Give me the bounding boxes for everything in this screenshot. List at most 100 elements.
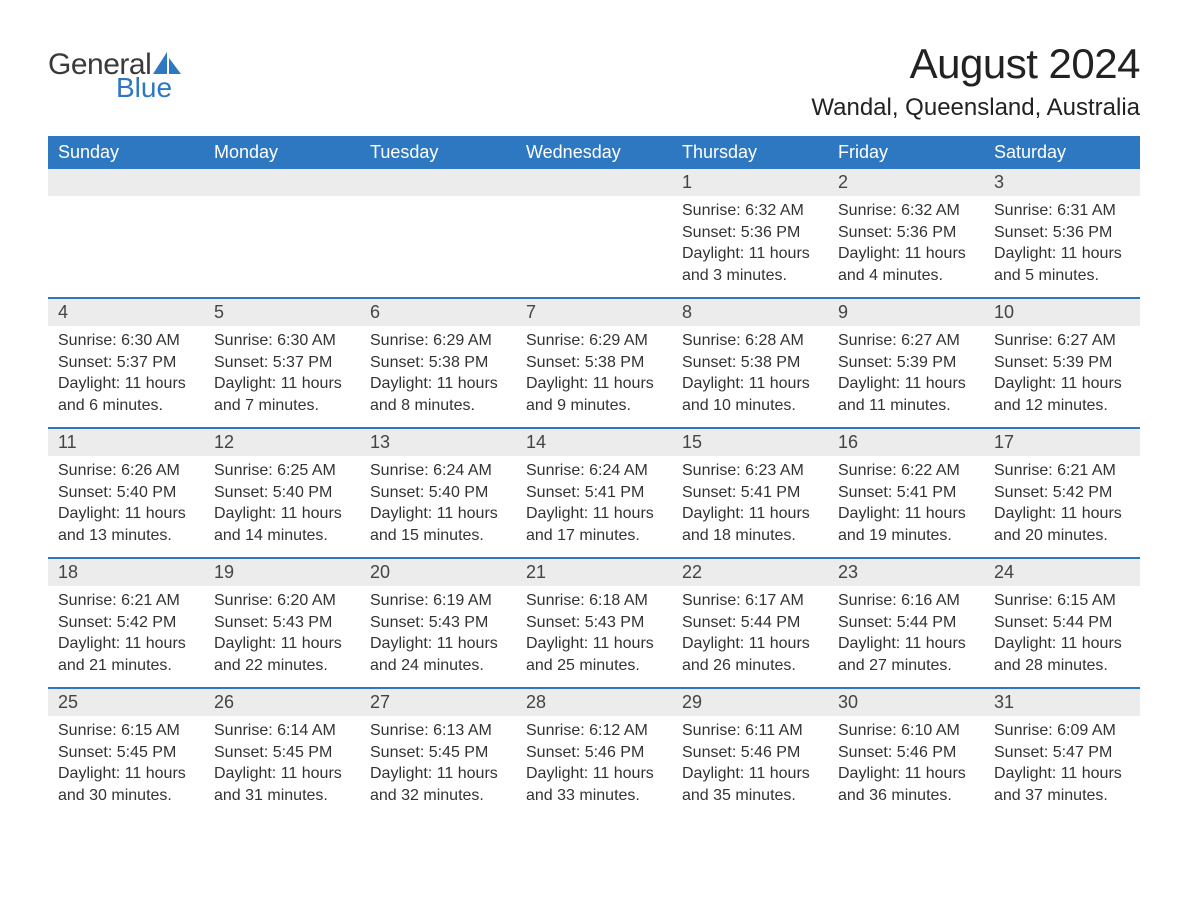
weekday-header: Wednesday [516, 136, 672, 169]
month-title: August 2024 [811, 40, 1140, 88]
day-number: 3 [984, 169, 1140, 196]
logo-word-blue: Blue [116, 72, 172, 104]
day-cell: 17Sunrise: 6:21 AMSunset: 5:42 PMDayligh… [984, 429, 1140, 557]
sunrise-line: Sunrise: 6:27 AM [838, 330, 974, 352]
daylight-line: Daylight: 11 hours and 11 minutes. [838, 373, 974, 416]
day-body: Sunrise: 6:14 AMSunset: 5:45 PMDaylight:… [204, 716, 360, 816]
sunrise-line: Sunrise: 6:29 AM [526, 330, 662, 352]
day-body: Sunrise: 6:15 AMSunset: 5:45 PMDaylight:… [48, 716, 204, 816]
sunset-line: Sunset: 5:38 PM [526, 352, 662, 374]
daylight-line: Daylight: 11 hours and 3 minutes. [682, 243, 818, 286]
sunrise-line: Sunrise: 6:24 AM [370, 460, 506, 482]
day-number: 7 [516, 299, 672, 326]
day-cell: 20Sunrise: 6:19 AMSunset: 5:43 PMDayligh… [360, 559, 516, 687]
empty-cell [204, 169, 360, 297]
sunrise-line: Sunrise: 6:11 AM [682, 720, 818, 742]
day-number: 27 [360, 689, 516, 716]
day-cell: 3Sunrise: 6:31 AMSunset: 5:36 PMDaylight… [984, 169, 1140, 297]
day-cell: 15Sunrise: 6:23 AMSunset: 5:41 PMDayligh… [672, 429, 828, 557]
sunset-line: Sunset: 5:41 PM [838, 482, 974, 504]
weekday-header: Monday [204, 136, 360, 169]
day-body: Sunrise: 6:24 AMSunset: 5:41 PMDaylight:… [516, 456, 672, 556]
day-cell: 4Sunrise: 6:30 AMSunset: 5:37 PMDaylight… [48, 299, 204, 427]
day-number: 2 [828, 169, 984, 196]
sunset-line: Sunset: 5:45 PM [58, 742, 194, 764]
day-number: 21 [516, 559, 672, 586]
weekday-header: Sunday [48, 136, 204, 169]
sunrise-line: Sunrise: 6:14 AM [214, 720, 350, 742]
daylight-line: Daylight: 11 hours and 12 minutes. [994, 373, 1130, 416]
day-body: Sunrise: 6:17 AMSunset: 5:44 PMDaylight:… [672, 586, 828, 686]
day-body: Sunrise: 6:32 AMSunset: 5:36 PMDaylight:… [672, 196, 828, 296]
sunset-line: Sunset: 5:43 PM [214, 612, 350, 634]
day-number: 23 [828, 559, 984, 586]
day-cell: 31Sunrise: 6:09 AMSunset: 5:47 PMDayligh… [984, 689, 1140, 817]
sunset-line: Sunset: 5:40 PM [214, 482, 350, 504]
day-body: Sunrise: 6:16 AMSunset: 5:44 PMDaylight:… [828, 586, 984, 686]
day-body: Sunrise: 6:18 AMSunset: 5:43 PMDaylight:… [516, 586, 672, 686]
day-cell: 2Sunrise: 6:32 AMSunset: 5:36 PMDaylight… [828, 169, 984, 297]
sunrise-line: Sunrise: 6:25 AM [214, 460, 350, 482]
sunset-line: Sunset: 5:36 PM [838, 222, 974, 244]
sunrise-line: Sunrise: 6:15 AM [994, 590, 1130, 612]
sunset-line: Sunset: 5:40 PM [58, 482, 194, 504]
daylight-line: Daylight: 11 hours and 20 minutes. [994, 503, 1130, 546]
day-body: Sunrise: 6:30 AMSunset: 5:37 PMDaylight:… [204, 326, 360, 426]
daylight-line: Daylight: 11 hours and 30 minutes. [58, 763, 194, 806]
daylight-line: Daylight: 11 hours and 26 minutes. [682, 633, 818, 676]
daylight-line: Daylight: 11 hours and 6 minutes. [58, 373, 194, 416]
weekday-header: Tuesday [360, 136, 516, 169]
day-body: Sunrise: 6:19 AMSunset: 5:43 PMDaylight:… [360, 586, 516, 686]
sunset-line: Sunset: 5:40 PM [370, 482, 506, 504]
sunset-line: Sunset: 5:45 PM [214, 742, 350, 764]
daylight-line: Daylight: 11 hours and 7 minutes. [214, 373, 350, 416]
sunset-line: Sunset: 5:43 PM [526, 612, 662, 634]
day-cell: 18Sunrise: 6:21 AMSunset: 5:42 PMDayligh… [48, 559, 204, 687]
empty-day-strip [516, 169, 672, 196]
day-body: Sunrise: 6:10 AMSunset: 5:46 PMDaylight:… [828, 716, 984, 816]
daylight-line: Daylight: 11 hours and 15 minutes. [370, 503, 506, 546]
week-row: 25Sunrise: 6:15 AMSunset: 5:45 PMDayligh… [48, 687, 1140, 817]
empty-cell [48, 169, 204, 297]
daylight-line: Daylight: 11 hours and 28 minutes. [994, 633, 1130, 676]
day-body: Sunrise: 6:30 AMSunset: 5:37 PMDaylight:… [48, 326, 204, 426]
calendar-body: 1Sunrise: 6:32 AMSunset: 5:36 PMDaylight… [48, 169, 1140, 817]
sunrise-line: Sunrise: 6:30 AM [214, 330, 350, 352]
day-cell: 24Sunrise: 6:15 AMSunset: 5:44 PMDayligh… [984, 559, 1140, 687]
day-cell: 5Sunrise: 6:30 AMSunset: 5:37 PMDaylight… [204, 299, 360, 427]
day-number: 16 [828, 429, 984, 456]
sunset-line: Sunset: 5:44 PM [838, 612, 974, 634]
title-block: August 2024 Wandal, Queensland, Australi… [811, 40, 1140, 122]
sunset-line: Sunset: 5:46 PM [838, 742, 974, 764]
day-number: 25 [48, 689, 204, 716]
day-number: 1 [672, 169, 828, 196]
day-body: Sunrise: 6:27 AMSunset: 5:39 PMDaylight:… [984, 326, 1140, 426]
daylight-line: Daylight: 11 hours and 22 minutes. [214, 633, 350, 676]
day-cell: 19Sunrise: 6:20 AMSunset: 5:43 PMDayligh… [204, 559, 360, 687]
day-number: 14 [516, 429, 672, 456]
daylight-line: Daylight: 11 hours and 5 minutes. [994, 243, 1130, 286]
day-body: Sunrise: 6:31 AMSunset: 5:36 PMDaylight:… [984, 196, 1140, 296]
day-body: Sunrise: 6:28 AMSunset: 5:38 PMDaylight:… [672, 326, 828, 426]
empty-day-strip [48, 169, 204, 196]
daylight-line: Daylight: 11 hours and 31 minutes. [214, 763, 350, 806]
day-cell: 1Sunrise: 6:32 AMSunset: 5:36 PMDaylight… [672, 169, 828, 297]
day-body: Sunrise: 6:32 AMSunset: 5:36 PMDaylight:… [828, 196, 984, 296]
day-cell: 6Sunrise: 6:29 AMSunset: 5:38 PMDaylight… [360, 299, 516, 427]
week-row: 11Sunrise: 6:26 AMSunset: 5:40 PMDayligh… [48, 427, 1140, 557]
sunrise-line: Sunrise: 6:26 AM [58, 460, 194, 482]
sunrise-line: Sunrise: 6:28 AM [682, 330, 818, 352]
sunset-line: Sunset: 5:41 PM [526, 482, 662, 504]
header: General Blue August 2024 Wandal, Queensl… [48, 40, 1140, 122]
daylight-line: Daylight: 11 hours and 27 minutes. [838, 633, 974, 676]
sunset-line: Sunset: 5:44 PM [682, 612, 818, 634]
sunrise-line: Sunrise: 6:27 AM [994, 330, 1130, 352]
day-number: 29 [672, 689, 828, 716]
day-body: Sunrise: 6:12 AMSunset: 5:46 PMDaylight:… [516, 716, 672, 816]
day-body: Sunrise: 6:25 AMSunset: 5:40 PMDaylight:… [204, 456, 360, 556]
sunrise-line: Sunrise: 6:10 AM [838, 720, 974, 742]
weekday-header: Thursday [672, 136, 828, 169]
day-cell: 23Sunrise: 6:16 AMSunset: 5:44 PMDayligh… [828, 559, 984, 687]
logo: General Blue [48, 48, 183, 104]
day-body: Sunrise: 6:11 AMSunset: 5:46 PMDaylight:… [672, 716, 828, 816]
